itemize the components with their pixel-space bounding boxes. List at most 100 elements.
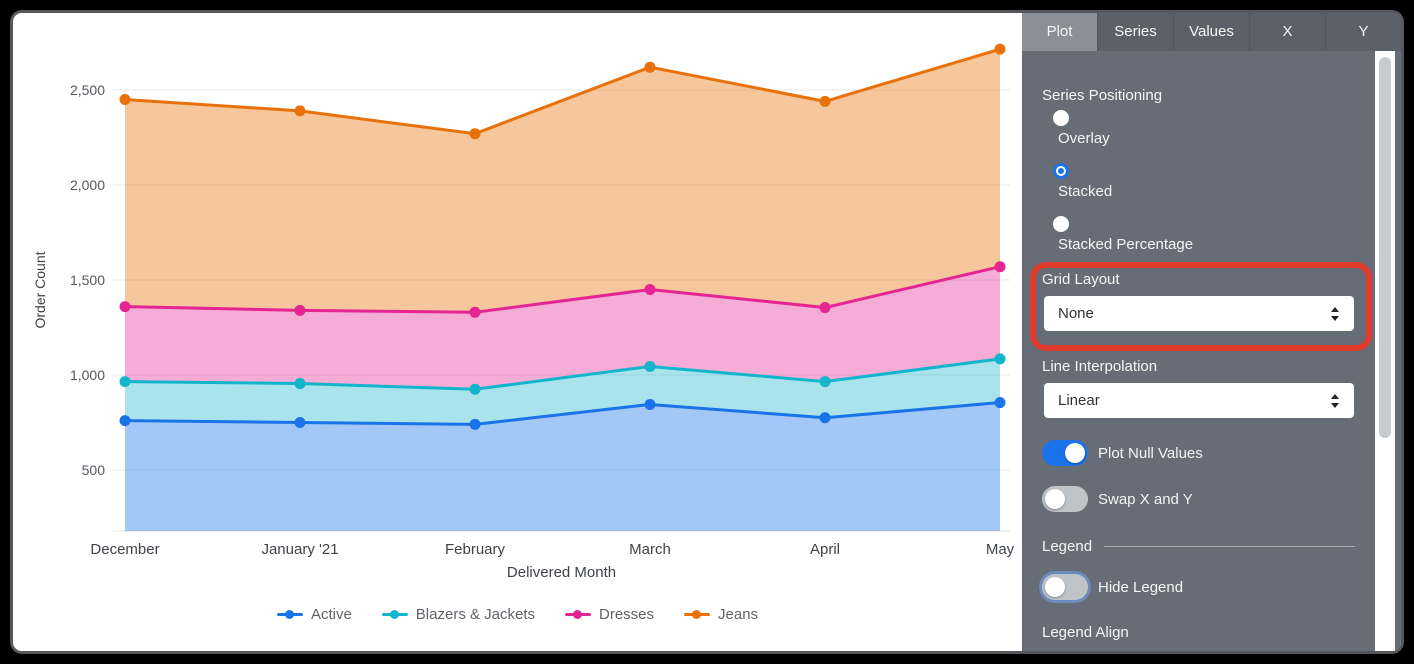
tab-plot[interactable]: Plot: [1022, 13, 1097, 51]
line-interpolation-label: Line Interpolation: [1042, 358, 1158, 375]
point-Active-April[interactable]: [819, 412, 831, 424]
legend-item-Blazers & Jackets[interactable]: Blazers & Jackets: [381, 605, 536, 623]
point-Jeans-April[interactable]: [819, 95, 831, 107]
stacked-area-chart: [113, 43, 1010, 532]
point-Dresses-February[interactable]: [469, 306, 481, 318]
line-Active: [124, 401, 1001, 426]
legend-marker-icon: [684, 609, 711, 620]
radio-stacked-label: Stacked: [1058, 183, 1113, 200]
point-Dresses-April[interactable]: [819, 302, 831, 314]
unfold-more-icon: [1330, 306, 1340, 321]
grid-layout-select[interactable]: None: [1044, 296, 1354, 331]
tab-y[interactable]: Y: [1325, 13, 1401, 51]
radio-stacked-percentage-label: Stacked Percentage: [1058, 236, 1194, 253]
x-tick-label: March: [629, 541, 671, 558]
point-Active-March[interactable]: [644, 398, 656, 410]
plot-null-values-row[interactable]: Plot Null Values: [1042, 440, 1203, 466]
y-tick-label: 500: [81, 462, 105, 478]
tab-series[interactable]: Series: [1097, 13, 1173, 51]
point-Active-December[interactable]: [119, 415, 131, 427]
line-interpolation-value: Linear: [1058, 392, 1100, 409]
x-axis-title: Delivered Month: [506, 564, 617, 581]
area-Jeans: [125, 49, 1000, 313]
line-Dresses: [124, 265, 1001, 314]
point-Blazers & Jackets-February[interactable]: [469, 383, 481, 395]
legend-label: Active: [310, 605, 352, 623]
y-tick-label: 1,500: [69, 272, 105, 288]
legend-item-Jeans[interactable]: Jeans: [684, 606, 758, 623]
panel-scrollbar-track: [1375, 51, 1395, 651]
point-Dresses-March[interactable]: [644, 284, 656, 295]
point-Jeans-May[interactable]: [994, 43, 1006, 55]
point-Jeans-December[interactable]: [119, 94, 131, 105]
toggle-knob: [1045, 489, 1065, 509]
point-Dresses-May[interactable]: [994, 261, 1006, 273]
point-Blazers & Jackets-May[interactable]: [994, 353, 1006, 365]
radio-overlay[interactable]: [1053, 110, 1069, 126]
legend-label: Blazers & Jackets: [415, 605, 536, 623]
swap-x-y-label: Swap X and Y: [1098, 490, 1193, 508]
radio-option-overlay[interactable]: Overlay: [1053, 110, 1110, 147]
plot-null-values-toggle[interactable]: [1042, 440, 1088, 466]
point-Jeans-March[interactable]: [644, 61, 656, 73]
chart-canvas: Order Count Delivered Month 500 1,000 1,50…: [13, 13, 1022, 651]
section-divider: [1104, 546, 1355, 547]
point-Blazers & Jackets-March[interactable]: [644, 360, 656, 372]
point-Blazers & Jackets-December[interactable]: [119, 376, 131, 388]
area-Dresses: [125, 266, 1000, 390]
legend-label: Jeans: [718, 605, 759, 623]
legend-section-header: Legend: [1042, 538, 1355, 555]
tab-values[interactable]: Values: [1173, 13, 1249, 51]
x-tick-label: February: [444, 541, 506, 558]
toggle-knob: [1045, 577, 1065, 597]
legend-item-Dresses[interactable]: Dresses: [565, 606, 654, 623]
swap-x-y-row[interactable]: Swap X and Y: [1042, 486, 1193, 512]
line-Blazers & Jackets: [124, 357, 1001, 391]
point-Active-May[interactable]: [994, 397, 1006, 409]
point-Jeans-January '21[interactable]: [294, 105, 306, 117]
chart-legend: Active Blazers & Jackets Dresses Jeans: [13, 603, 1022, 625]
area-Active: [125, 402, 1000, 531]
point-Active-February[interactable]: [469, 418, 481, 430]
legend-item-Active[interactable]: Active: [276, 605, 352, 623]
hide-legend-row[interactable]: Hide Legend: [1042, 574, 1183, 600]
tab-x[interactable]: X: [1249, 13, 1325, 51]
app-window: Order Count Delivered Month 500 1,000 1,50…: [10, 10, 1404, 654]
hide-legend-toggle[interactable]: [1042, 574, 1088, 600]
point-Dresses-January '21[interactable]: [294, 304, 306, 316]
radio-stacked-percentage[interactable]: [1053, 216, 1069, 232]
radio-option-stacked[interactable]: Stacked: [1053, 163, 1112, 200]
radio-stacked[interactable]: [1053, 163, 1069, 179]
plot-null-values-label: Plot Null Values: [1098, 444, 1203, 462]
point-Blazers & Jackets-January '21[interactable]: [294, 378, 306, 390]
y-tick-label: 2,000: [69, 177, 105, 193]
series-positioning-label: Series Positioning: [1042, 87, 1163, 104]
panel-scrollbar-thumb[interactable]: [1379, 57, 1391, 438]
x-tick-label: December: [90, 541, 160, 558]
point-Blazers & Jackets-April[interactable]: [819, 376, 831, 388]
swap-x-y-toggle[interactable]: [1042, 486, 1088, 512]
legend-marker-icon: [565, 609, 592, 620]
radio-option-stacked-percentage[interactable]: Stacked Percentage: [1053, 216, 1193, 253]
grid-layout-label: Grid Layout: [1042, 271, 1120, 288]
point-Jeans-February[interactable]: [469, 128, 481, 140]
x-tick-label: April: [809, 541, 840, 558]
x-tick-label: May: [985, 541, 1015, 558]
vis-settings-panel: Plot Series Values X Y Series Positionin…: [1022, 13, 1401, 651]
line-interpolation-select[interactable]: Linear: [1044, 383, 1354, 418]
radio-overlay-label: Overlay: [1058, 130, 1110, 147]
toggle-knob: [1065, 443, 1085, 463]
grid-layout-value: None: [1058, 305, 1094, 322]
x-tick-label: January '21: [261, 541, 339, 558]
point-Active-January '21[interactable]: [294, 417, 306, 428]
legend-marker-icon: [276, 609, 303, 620]
y-axis-title: Order Count: [32, 251, 48, 329]
line-Jeans: [124, 47, 1001, 136]
area-Blazers & Jackets: [125, 358, 1000, 425]
legend-align-label: Legend Align: [1042, 624, 1129, 641]
unfold-more-icon: [1330, 393, 1340, 408]
legend-section-title: Legend: [1042, 538, 1093, 555]
panel-tabbar: Plot Series Values X Y: [1022, 13, 1401, 51]
hide-legend-label: Hide Legend: [1098, 578, 1184, 596]
point-Dresses-December[interactable]: [119, 301, 131, 313]
